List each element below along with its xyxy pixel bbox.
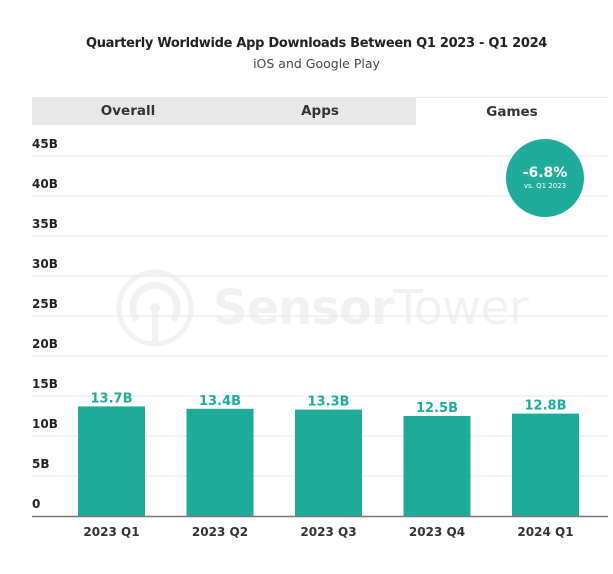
y-tick-label: 30B: [32, 257, 58, 271]
data-label: 13.7B: [91, 391, 133, 406]
sensor-tower-logo-icon: [116, 269, 194, 347]
bar: [186, 408, 254, 516]
y-tick-label: 45B: [32, 137, 58, 151]
change-value: -6.8%: [522, 165, 568, 181]
watermark: SensorTower: [115, 268, 529, 348]
chart-title: Quarterly Worldwide App Downloads Betwee…: [85, 36, 548, 51]
change-caption: vs. Q1 2023: [523, 182, 567, 190]
data-label: 12.8B: [525, 399, 567, 414]
tab-games[interactable]: Games: [416, 97, 608, 125]
x-tick-label: 2023 Q4: [409, 525, 465, 539]
y-tick-label: 10B: [32, 417, 58, 431]
data-label: 13.3B: [308, 395, 350, 410]
bar: [78, 406, 145, 516]
tab-apps[interactable]: Apps: [301, 103, 339, 119]
y-tick-label: 20B: [32, 337, 58, 351]
y-tick-label: 35B: [32, 217, 58, 231]
y-tick-label: 40B: [32, 177, 58, 191]
bar: [403, 416, 471, 516]
segment-tabs: Overall Apps Games: [32, 97, 608, 125]
watermark-bold: Sensor: [213, 280, 395, 336]
x-tick-label: 2023 Q2: [192, 525, 248, 539]
data-label: 12.5B: [416, 401, 458, 416]
x-tick-label: 2023 Q3: [300, 525, 356, 539]
y-tick-label: 5B: [32, 457, 50, 471]
bar: [512, 413, 579, 516]
y-tick-label: 0: [32, 497, 40, 511]
data-label: 13.4B: [199, 394, 241, 409]
watermark-light: Tower: [393, 280, 529, 336]
change-badge: -6.8% vs. Q1 2023: [506, 139, 584, 217]
bar: [295, 409, 362, 516]
x-tick-label: 2024 Q1: [517, 525, 573, 539]
tab-overall[interactable]: Overall: [100, 103, 156, 119]
y-tick-label: 15B: [32, 377, 58, 391]
chart-subtitle: iOS and Google Play: [253, 56, 380, 71]
x-tick-label: 2023 Q1: [83, 525, 139, 539]
y-tick-label: 25B: [32, 297, 58, 311]
